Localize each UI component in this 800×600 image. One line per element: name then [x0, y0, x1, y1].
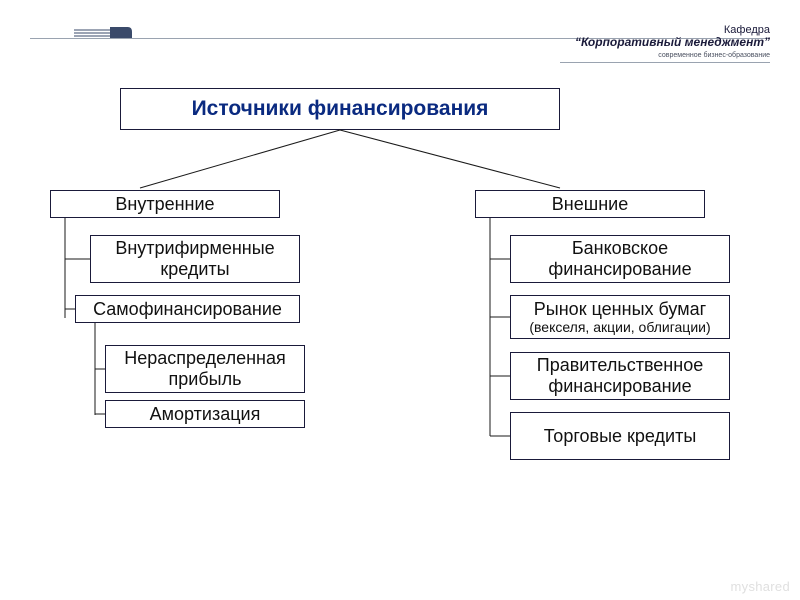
dept-line2: “Корпоративный менеджмент” [575, 36, 770, 49]
node-amort: Амортизация [105, 400, 305, 428]
department-block: Кафедра “Корпоративный менеджмент” совре… [575, 24, 770, 60]
node-external: Внешние [475, 190, 705, 218]
node-gov: Правительственное финансирование [510, 352, 730, 400]
node-selffin: Самофинансирование [75, 295, 300, 323]
node-trade: Торговые кредиты [510, 412, 730, 460]
node-securities: Рынок ценных бумаг (векселя, акции, обли… [510, 295, 730, 339]
diagram-title: Источники финансирования [120, 88, 560, 130]
securities-label: Рынок ценных бумаг [534, 299, 706, 319]
header-rule-short [560, 62, 770, 63]
node-retained: Нераспределенная прибыль [105, 345, 305, 393]
watermark: myshared [731, 579, 790, 594]
node-bank: Банковское финансирование [510, 235, 730, 283]
dept-line3: современное бизнес-образование [575, 52, 770, 60]
securities-sublabel: (векселя, акции, облигации) [529, 319, 710, 335]
logo [74, 24, 132, 42]
node-intra: Внутрифирменные кредиты [90, 235, 300, 283]
node-internal: Внутренние [50, 190, 280, 218]
